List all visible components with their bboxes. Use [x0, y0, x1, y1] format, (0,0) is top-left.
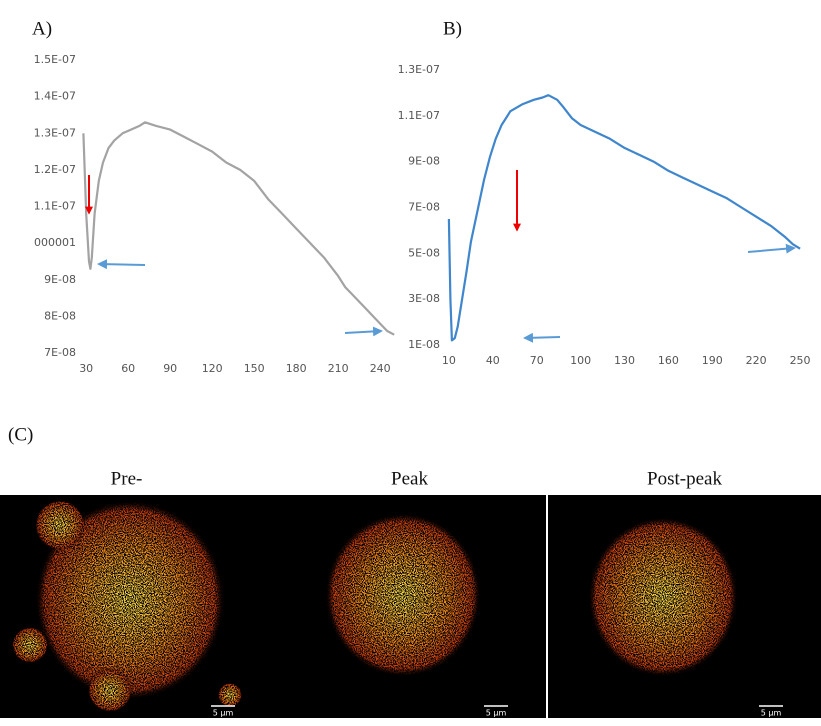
blue-arrow	[523, 332, 561, 343]
x-tick-label: 150	[244, 362, 265, 375]
charts: A) 1.5E-07 1.4E-07 1.3E-07 1.2E-07 1.1E-07 000…	[32, 18, 811, 375]
panel-label: A)	[32, 18, 52, 39]
y-tick-label: 1.5E-07	[34, 53, 76, 66]
image-title: Peak	[391, 468, 428, 489]
y-tick-label: 9E-08	[44, 273, 76, 286]
blue-arrow	[344, 326, 383, 337]
image-panel: Pre- 5 µm Peak 5 µm Post-peak 5 µm	[0, 468, 821, 718]
image-title: Post-peak	[647, 468, 722, 489]
x-tick-label: 90	[163, 362, 177, 375]
y-tick-label: 9E-08	[408, 155, 440, 168]
x-tick-label: 160	[658, 354, 679, 367]
particle-fragment	[218, 683, 242, 707]
particle-signal	[588, 517, 738, 677]
y-tick-label: 1.4E-07	[34, 90, 76, 103]
blue-arrow	[97, 259, 146, 270]
y-tick-label: 7E-08	[408, 201, 440, 214]
y-tick-label: 5E-08	[408, 246, 440, 259]
x-tick-label: 130	[614, 354, 635, 367]
x-tick-label: 240	[370, 362, 391, 375]
x-tick-label: 210	[328, 362, 349, 375]
scale-label: 5 µm	[213, 709, 234, 718]
x-tick-label: 220	[746, 354, 767, 367]
x-tick-label: 180	[286, 362, 307, 375]
panel-label: B)	[443, 18, 462, 39]
y-tick-label: 1.3E-07	[398, 63, 440, 76]
y-tick-label: 1.2E-07	[34, 163, 76, 176]
image-title: Pre-	[111, 468, 143, 489]
particle-signal	[325, 513, 481, 677]
particle	[325, 513, 481, 677]
y-tick-label: 3E-08	[408, 292, 440, 305]
scale-label: 5 µm	[486, 709, 507, 718]
particle	[35, 500, 225, 700]
x-tick-label: 10	[442, 354, 456, 367]
panel-label: (C)	[8, 424, 33, 445]
y-tick-label: 1E-08	[408, 338, 440, 351]
particle-fragment	[88, 668, 132, 712]
scale-label: 5 µm	[761, 709, 782, 718]
y-tick-label: 1.1E-07	[34, 200, 76, 213]
line-series	[447, 94, 801, 342]
x-tick-label: 120	[202, 362, 223, 375]
y-tick-label: 1.1E-07	[398, 109, 440, 122]
particle	[588, 517, 738, 677]
y-tick-label: 1.3E-07	[34, 126, 76, 139]
x-tick-label: 40	[486, 354, 500, 367]
x-tick-label: 190	[702, 354, 723, 367]
particle-fragment	[35, 500, 85, 550]
x-tick-label: 70	[530, 354, 544, 367]
x-tick-label: 100	[570, 354, 591, 367]
y-tick-label: 000001	[34, 236, 76, 249]
line-series	[82, 121, 395, 336]
x-tick-label: 60	[121, 362, 135, 375]
blue-arrow	[747, 243, 796, 254]
particle-fragment	[12, 627, 48, 663]
y-tick-label: 7E-08	[44, 346, 76, 359]
y-tick-label: 8E-08	[44, 309, 76, 322]
particle-signal	[12, 500, 242, 712]
x-tick-label: 250	[790, 354, 811, 367]
x-tick-label: 30	[79, 362, 93, 375]
